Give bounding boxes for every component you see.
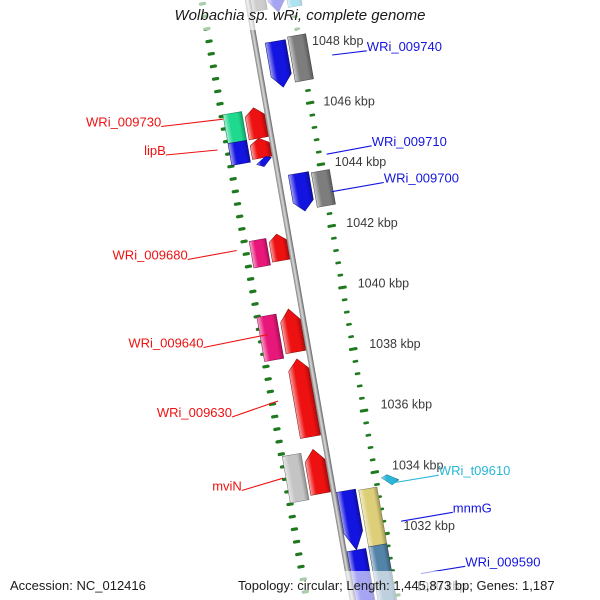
- svg-text:1036 kbp: 1036 kbp: [381, 398, 432, 412]
- svg-text:1040 kbp: 1040 kbp: [358, 276, 409, 290]
- svg-text:1042 kbp: 1042 kbp: [346, 216, 397, 230]
- svg-text:WRi_009590: WRi_009590: [465, 554, 540, 569]
- svg-text:1046 kbp: 1046 kbp: [323, 95, 374, 109]
- svg-text:mnmG: mnmG: [453, 500, 492, 515]
- svg-text:WRi_t09610: WRi_t09610: [439, 463, 511, 478]
- svg-text:WRi_009630: WRi_009630: [157, 405, 232, 420]
- svg-text:WRi_009700: WRi_009700: [384, 171, 459, 186]
- svg-text:1038 kbp: 1038 kbp: [369, 337, 420, 351]
- svg-text:1032 kbp: 1032 kbp: [404, 519, 455, 533]
- svg-text:WRi_009640: WRi_009640: [128, 336, 203, 351]
- svg-text:1044 kbp: 1044 kbp: [335, 155, 386, 169]
- svg-text:WRi_009710: WRi_009710: [372, 134, 447, 149]
- svg-text:WRi_009740: WRi_009740: [367, 39, 442, 54]
- svg-text:WRi_009730: WRi_009730: [86, 115, 161, 130]
- svg-text:WRi_009680: WRi_009680: [113, 248, 188, 263]
- svg-text:lipB: lipB: [144, 143, 166, 158]
- svg-text:mviN: mviN: [212, 479, 242, 494]
- svg-text:1034 kbp: 1034 kbp: [392, 458, 443, 472]
- svg-text:1048 kbp: 1048 kbp: [312, 34, 363, 48]
